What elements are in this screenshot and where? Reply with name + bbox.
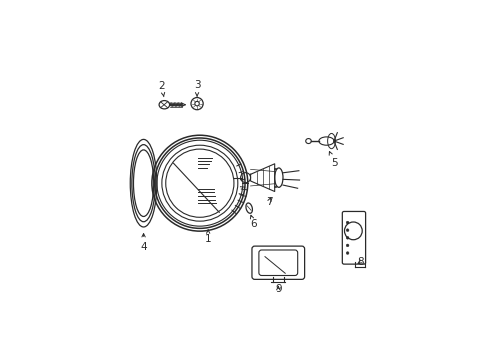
Circle shape — [346, 229, 349, 231]
Circle shape — [346, 244, 349, 247]
Text: 8: 8 — [357, 257, 364, 267]
Text: 4: 4 — [140, 234, 147, 252]
Text: 9: 9 — [275, 284, 282, 294]
Text: 1: 1 — [205, 230, 212, 244]
Text: 7: 7 — [266, 197, 272, 207]
Circle shape — [346, 221, 349, 224]
Text: 5: 5 — [329, 152, 338, 168]
Text: 6: 6 — [250, 215, 257, 229]
Text: 2: 2 — [159, 81, 165, 97]
Circle shape — [346, 237, 349, 239]
Text: 3: 3 — [194, 80, 200, 96]
Circle shape — [346, 252, 349, 255]
